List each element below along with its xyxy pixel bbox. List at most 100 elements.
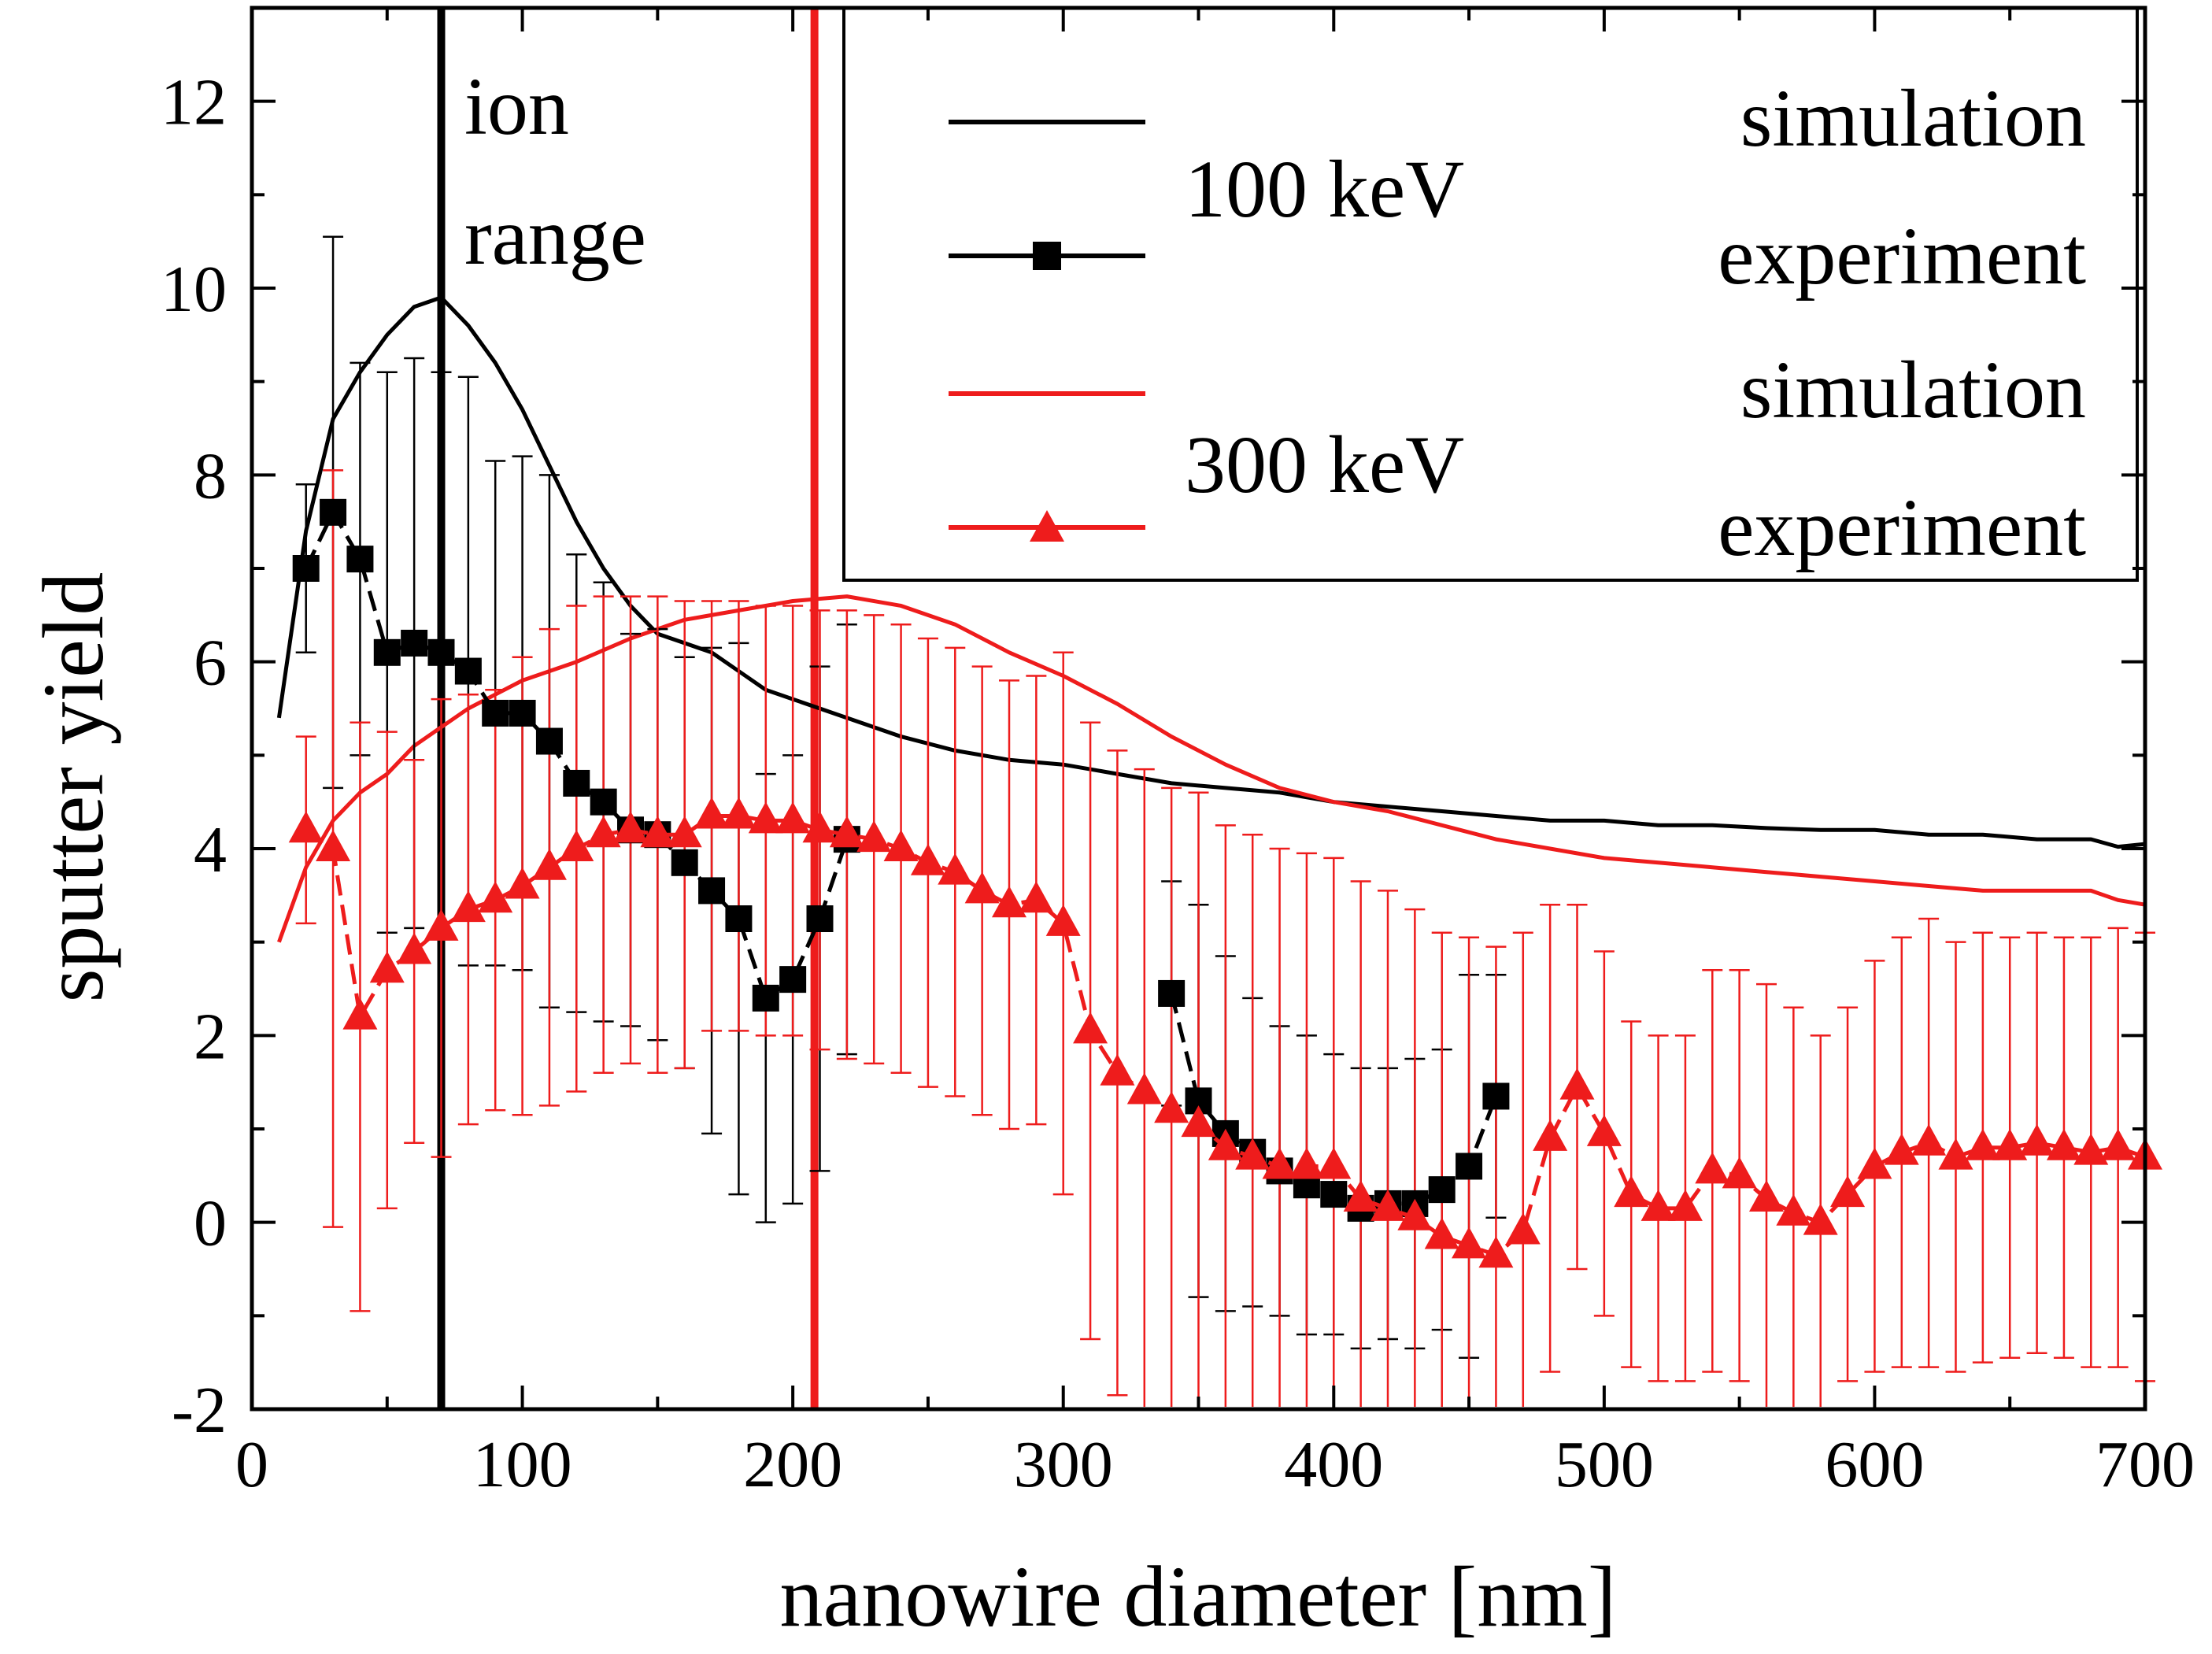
triangle-marker-4-67 <box>2100 1128 2136 1160</box>
x-axis-title: nanowire diameter [nm] <box>780 1549 1617 1645</box>
triangle-marker-4-55 <box>1776 1193 1811 1226</box>
y-tick-label-2: 2 <box>194 1000 227 1073</box>
triangle-marker-4-28 <box>1045 904 1081 936</box>
x-tick-label-5: 500 <box>1555 1428 1654 1501</box>
triangle-marker-4-41 <box>1397 1198 1433 1230</box>
x-tick-label-2: 200 <box>743 1428 842 1501</box>
square-marker-1-9 <box>535 727 563 755</box>
square-marker-2-11 <box>1456 1153 1483 1180</box>
x-tick-label-7: 700 <box>2095 1428 2195 1501</box>
x-tick-label-6: 600 <box>1825 1428 1924 1501</box>
triangle-marker-4-4 <box>397 932 432 964</box>
legend-group-300: 300 keV <box>1185 420 1464 510</box>
x-tick-label-1: 100 <box>473 1428 572 1501</box>
y-tick-label-6: 10 <box>161 253 227 326</box>
square-marker-2-0 <box>1158 979 1186 1007</box>
square-marker-1-11 <box>590 788 617 816</box>
triangle-marker-4-60 <box>1911 1123 1947 1156</box>
triangle-marker-4-32 <box>1154 1091 1189 1123</box>
triangle-marker-4-9 <box>531 848 567 880</box>
triangle-marker-4-30 <box>1100 1053 1135 1086</box>
square-marker-1-10 <box>563 769 590 797</box>
triangle-marker-4-66 <box>2073 1133 2109 1165</box>
triangle-marker-4-15 <box>694 797 730 829</box>
triangle-marker-4-50 <box>1641 1189 1676 1221</box>
triangle-marker-4-16 <box>721 797 756 829</box>
triangle-marker-4-3 <box>369 951 405 983</box>
y-tick-label-5: 8 <box>194 439 227 512</box>
triangle-marker-4-19 <box>802 811 838 843</box>
triangle-marker-4-8 <box>505 867 540 899</box>
triangle-marker-4-59 <box>1884 1133 1919 1165</box>
x-tick-label-0: 0 <box>235 1428 268 1501</box>
triangle-marker-4-44 <box>1478 1236 1514 1268</box>
triangle-marker-4-26 <box>992 886 1026 918</box>
triangle-marker-4-22 <box>883 830 919 861</box>
y-tick-label-3: 4 <box>194 813 227 886</box>
square-marker-1-3 <box>373 638 401 666</box>
triangle-marker-4-54 <box>1749 1180 1784 1212</box>
legend-marker-triangle <box>1030 510 1064 542</box>
triangle-marker-4-37 <box>1289 1147 1324 1179</box>
triangle-marker-4-5 <box>424 908 459 941</box>
square-marker-1-6 <box>454 657 482 685</box>
triangle-marker-4-58 <box>1857 1147 1892 1179</box>
triangle-marker-4-65 <box>2046 1128 2081 1160</box>
y-tick-label-7: 12 <box>161 66 227 139</box>
square-marker-1-5 <box>427 638 455 666</box>
triangle-marker-4-31 <box>1126 1072 1162 1105</box>
y-axis-title: sputter yield <box>25 572 121 1003</box>
axis-ticks <box>250 6 2147 1411</box>
triangle-marker-4-17 <box>748 801 783 834</box>
square-marker-2-6 <box>1320 1181 1348 1208</box>
square-marker-1-17 <box>752 984 779 1012</box>
triangle-marker-4-27 <box>1019 881 1054 913</box>
triangle-marker-4-18 <box>775 801 811 834</box>
square-marker-1-4 <box>401 629 428 657</box>
triangle-marker-4-35 <box>1235 1138 1271 1170</box>
x-tick-label-3: 300 <box>1014 1428 1113 1501</box>
triangle-marker-4-38 <box>1316 1147 1352 1179</box>
experiment-series <box>288 498 2162 1268</box>
triangle-marker-4-61 <box>1938 1138 1973 1170</box>
triangle-marker-4-63 <box>1992 1128 2028 1160</box>
square-marker-1-18 <box>779 966 807 994</box>
triangle-marker-4-25 <box>964 871 1000 904</box>
triangle-marker-4-36 <box>1262 1147 1297 1179</box>
triangle-marker-4-24 <box>938 853 973 885</box>
legend-group-100: 100 keV <box>1185 144 1464 235</box>
triangle-marker-4-14 <box>667 816 702 848</box>
triangle-marker-4-48 <box>1586 1114 1622 1146</box>
triangle-marker-4-64 <box>2019 1123 2055 1156</box>
triangle-marker-4-51 <box>1667 1189 1703 1221</box>
square-marker-1-16 <box>725 905 753 932</box>
square-marker-2-12 <box>1482 1082 1510 1110</box>
series-line-3 <box>277 594 2146 943</box>
y-tick-label-4: 6 <box>194 627 227 700</box>
legend-label-sim-100: simulation <box>1740 73 2086 164</box>
triangle-marker-4-39 <box>1343 1180 1378 1212</box>
legend-label-sim-300: simulation <box>1740 345 2086 435</box>
triangle-marker-4-11 <box>586 816 621 848</box>
triangle-marker-4-62 <box>1965 1128 2000 1160</box>
annotation-range: range <box>464 191 646 282</box>
square-marker-1-0 <box>292 555 320 582</box>
square-marker-1-15 <box>698 877 726 905</box>
x-tick-labels: 0 100 200 300 400 500 600 700 <box>235 1428 2195 1501</box>
square-marker-1-7 <box>482 699 509 727</box>
x-tick-label-4: 400 <box>1284 1428 1383 1501</box>
legend-label-exp-100: experiment <box>1718 211 2086 302</box>
triangle-marker-4-10 <box>559 830 594 861</box>
triangle-marker-4-53 <box>1722 1156 1757 1189</box>
triangle-marker-4-43 <box>1452 1227 1487 1259</box>
legend-marker-square <box>1033 242 1061 270</box>
triangle-marker-4-12 <box>613 811 648 843</box>
legend-label-exp-300: experiment <box>1718 483 2086 573</box>
square-marker-1-19 <box>806 905 834 932</box>
triangle-marker-4-29 <box>1073 1012 1108 1044</box>
triangle-marker-4-7 <box>478 881 513 913</box>
triangle-marker-4-57 <box>1830 1175 1866 1208</box>
y-tick-label-1: 0 <box>194 1187 227 1260</box>
triangle-marker-4-52 <box>1695 1152 1730 1184</box>
